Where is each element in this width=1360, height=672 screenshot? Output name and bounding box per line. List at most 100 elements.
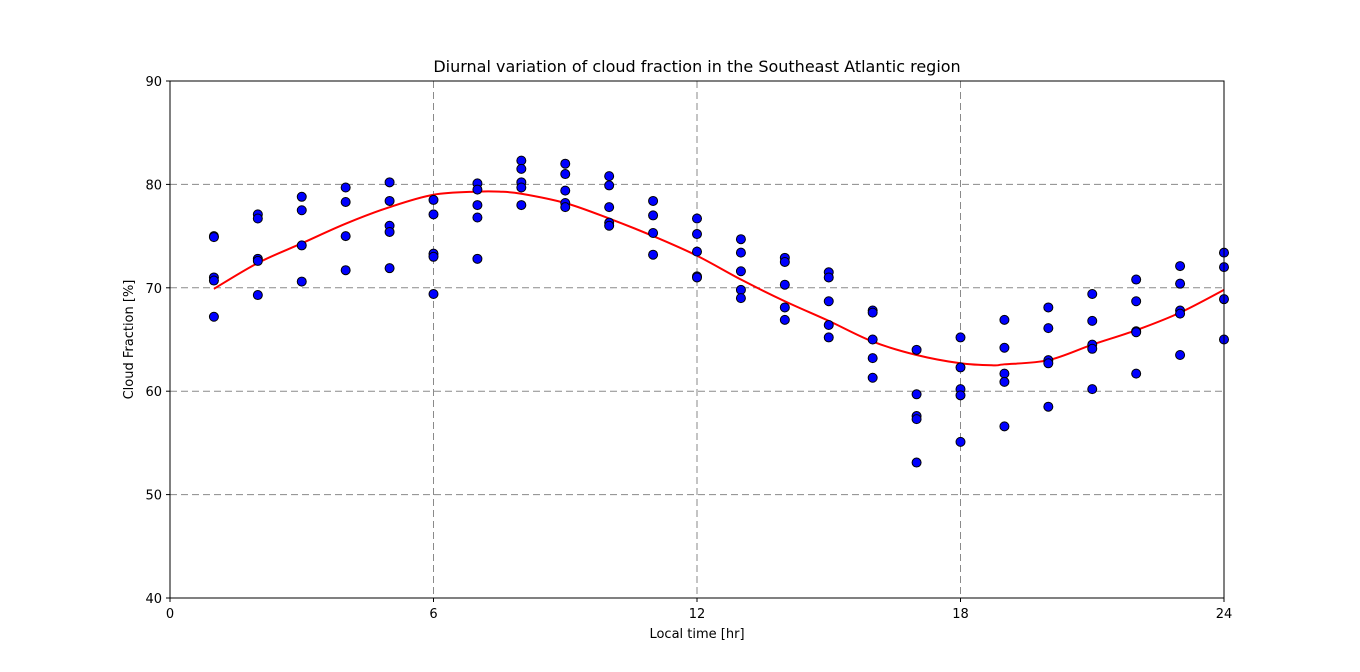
data-point	[1175, 278, 1186, 289]
data-point	[955, 332, 966, 343]
data-point	[1175, 350, 1186, 361]
data-point	[208, 275, 219, 286]
data-point	[296, 205, 307, 216]
data-point	[516, 155, 527, 166]
data-point	[999, 314, 1010, 325]
data-point	[1043, 323, 1054, 334]
data-point	[340, 265, 351, 276]
data-point	[648, 227, 659, 238]
y-axis-label: Cloud Fraction [%]	[122, 280, 137, 400]
data-point	[1131, 274, 1142, 285]
data-point	[1131, 327, 1142, 338]
data-point	[735, 266, 746, 277]
data-point	[340, 231, 351, 242]
fit-curve-layer	[213, 190, 1225, 367]
data-point	[208, 311, 219, 322]
data-point	[384, 263, 395, 274]
data-point	[472, 200, 483, 211]
data-point	[604, 220, 615, 231]
data-point	[384, 226, 395, 237]
data-point	[472, 253, 483, 264]
fit-curve	[213, 190, 1225, 367]
y-tick-label: 80	[145, 178, 162, 193]
data-point	[1087, 289, 1098, 300]
x-tick-label: 18	[952, 607, 969, 622]
data-point	[516, 163, 527, 174]
data-point	[560, 202, 571, 213]
data-point	[252, 213, 263, 224]
x-tick-label: 12	[689, 607, 706, 622]
data-point	[823, 272, 834, 283]
data-point	[911, 414, 922, 425]
data-point	[823, 296, 834, 307]
data-point	[516, 182, 527, 193]
data-point	[472, 212, 483, 223]
data-point	[955, 436, 966, 447]
data-point	[955, 390, 966, 401]
data-point	[560, 169, 571, 180]
data-point	[735, 293, 746, 304]
x-tick-label: 6	[429, 607, 437, 622]
data-point	[604, 180, 615, 191]
data-point	[911, 344, 922, 355]
data-point	[560, 158, 571, 169]
data-point	[867, 307, 878, 318]
x-tick-label: 0	[166, 607, 174, 622]
chart-title: Diurnal variation of cloud fraction in t…	[433, 57, 960, 76]
data-point	[779, 279, 790, 290]
data-point	[1043, 401, 1054, 412]
data-point	[340, 196, 351, 207]
x-axis-label: Local time [hr]	[649, 627, 744, 642]
data-point	[208, 232, 219, 243]
y-tick-label: 70	[145, 282, 162, 297]
y-tick-label: 90	[145, 75, 162, 90]
data-point	[779, 256, 790, 267]
data-point	[384, 177, 395, 188]
y-tick-label: 40	[145, 592, 162, 607]
data-point	[340, 182, 351, 193]
data-point	[1131, 368, 1142, 379]
data-point	[955, 362, 966, 373]
data-point	[296, 276, 307, 287]
data-point	[735, 284, 746, 295]
data-point	[735, 234, 746, 245]
data-point	[1131, 296, 1142, 307]
data-point	[692, 272, 702, 283]
data-point	[867, 334, 878, 345]
data-point	[735, 247, 746, 258]
data-point	[1043, 302, 1054, 313]
data-point	[823, 332, 834, 343]
data-point	[604, 171, 615, 182]
data-point	[560, 185, 571, 196]
data-point	[252, 255, 263, 266]
data-point	[823, 320, 834, 331]
data-point	[867, 353, 878, 364]
data-point	[1175, 261, 1186, 272]
data-point	[1175, 308, 1186, 319]
grid-lines	[170, 81, 1224, 598]
data-point	[779, 302, 790, 313]
data-point	[252, 290, 263, 301]
data-point	[648, 210, 659, 221]
data-point	[779, 314, 790, 325]
data-point	[692, 246, 702, 257]
y-tick-label: 60	[145, 385, 162, 400]
data-point	[692, 229, 702, 240]
data-point	[428, 194, 439, 205]
data-point	[1087, 384, 1098, 395]
data-point	[911, 389, 922, 400]
data-point	[648, 195, 659, 206]
data-point	[999, 342, 1010, 353]
data-point	[472, 184, 483, 195]
data-point	[516, 200, 527, 211]
y-tick-label: 50	[145, 489, 162, 504]
data-points	[208, 155, 1229, 468]
data-point	[911, 457, 922, 468]
data-point	[999, 376, 1010, 387]
x-tick-label: 24	[1216, 607, 1233, 622]
data-point	[999, 421, 1010, 432]
data-point	[648, 249, 659, 260]
axis-ticks: 0 6 12 18 24 40 50 60 70 80 90	[145, 75, 1232, 622]
